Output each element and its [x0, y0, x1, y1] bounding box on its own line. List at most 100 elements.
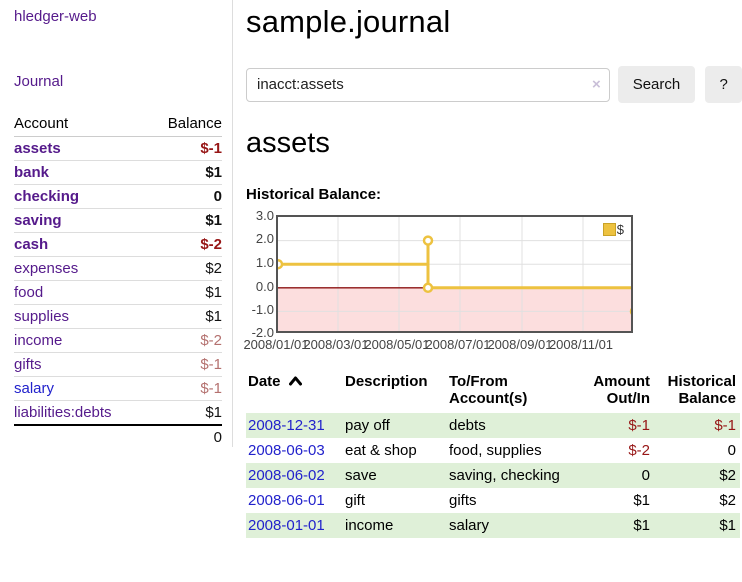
register-table: Date Description To/From Account(s) Amou…	[246, 371, 740, 538]
balance-header-line1: Historical	[667, 373, 736, 390]
account-balance: $2	[147, 256, 222, 281]
account-row: salary $-1	[14, 376, 222, 401]
balance-series-line	[278, 239, 631, 290]
transaction-date-link[interactable]: 2008-01-01	[248, 517, 325, 534]
account-heading: assets	[246, 127, 330, 159]
account-link-supplies[interactable]: supplies	[14, 308, 70, 325]
transaction-accounts: saving, checking	[449, 467, 560, 484]
account-balance: $1	[147, 208, 222, 233]
page-title: sample.journal	[246, 4, 451, 39]
search-input[interactable]	[246, 67, 610, 102]
account-link-expenses[interactable]: expenses	[14, 260, 79, 277]
column-header-balance[interactable]: Historical Balance	[654, 371, 740, 413]
transaction-balance: $2	[719, 467, 736, 484]
date-header-label: Date	[248, 373, 281, 390]
data-point[interactable]	[278, 258, 284, 270]
x-tick-label: 2008/11/01	[548, 337, 614, 352]
account-link-bank[interactable]: bank	[14, 164, 50, 181]
account-link-gifts[interactable]: gifts	[14, 356, 42, 373]
account-link-assets[interactable]: assets	[14, 140, 61, 157]
help-button[interactable]: ?	[705, 66, 742, 103]
account-row: expenses $2	[14, 256, 222, 281]
account-link-salary[interactable]: salary	[14, 380, 55, 397]
x-tick-label: 2008/01/01	[243, 337, 309, 352]
account-balance: $-2	[147, 328, 222, 353]
transaction-balance: $2	[719, 492, 736, 509]
column-header-date[interactable]: Date	[246, 371, 343, 413]
transaction-date-link[interactable]: 2008-06-01	[248, 492, 325, 509]
account-balance: 0	[147, 184, 222, 209]
data-point[interactable]	[629, 307, 633, 315]
clear-search-icon[interactable]: ×	[591, 75, 601, 93]
search-bar: × Search ?	[246, 66, 742, 103]
chart-plot-area: $	[276, 215, 633, 333]
transaction-accounts: food, supplies	[449, 442, 542, 459]
x-tick-label: 2008/05/01	[364, 337, 430, 352]
accounts-header-line1: To/From	[449, 373, 508, 390]
sidebar-item-journal[interactable]: Journal	[14, 73, 64, 90]
transaction-description: pay off	[345, 417, 390, 434]
y-tick-label: 1.0	[255, 255, 274, 270]
account-balance: $1	[147, 160, 222, 185]
search-button[interactable]: Search	[617, 66, 696, 103]
negative-region	[278, 287, 631, 331]
transaction-balance: $-1	[714, 417, 736, 434]
transaction-amount: 0	[641, 467, 650, 484]
transaction-amount: $1	[633, 517, 650, 534]
data-point[interactable]	[422, 235, 434, 246]
accounts-header-account: Account	[14, 112, 148, 137]
column-header-accounts[interactable]: To/From Account(s)	[447, 371, 577, 413]
chart-legend: $	[602, 222, 624, 237]
account-link-checking[interactable]: checking	[14, 188, 80, 205]
account-link-liabilities-debts[interactable]: liabilities:debts	[14, 404, 112, 421]
column-header-description[interactable]: Description	[345, 373, 428, 390]
accounts-total-value: 0	[147, 424, 222, 449]
transaction-description: income	[345, 517, 394, 534]
transaction-amount: $-2	[628, 442, 650, 459]
account-link-cash[interactable]: cash	[14, 236, 49, 253]
column-header-amount[interactable]: Amount Out/In	[577, 371, 654, 413]
transaction-amount: $-1	[628, 417, 650, 434]
account-row: cash $-2	[14, 232, 222, 257]
transaction-row: 2008-06-03 eat & shop food, supplies $-2…	[246, 438, 740, 463]
transaction-date-link[interactable]: 2008-06-03	[248, 442, 325, 459]
transaction-amount: $1	[633, 492, 650, 509]
account-row: income $-2	[14, 328, 222, 353]
account-row: assets $-1	[14, 136, 222, 161]
account-link-saving[interactable]: saving	[14, 212, 62, 229]
transaction-date-link[interactable]: 2008-06-02	[248, 467, 325, 484]
register-header-row: Date Description To/From Account(s) Amou…	[246, 371, 740, 413]
amount-header-line1: Amount	[593, 373, 650, 390]
transaction-accounts: gifts	[449, 492, 477, 509]
transaction-balance: 0	[727, 442, 736, 459]
brand-link[interactable]: hledger-web	[14, 8, 97, 25]
x-tick-label: 2008/07/01	[425, 337, 491, 352]
account-row: food $1	[14, 280, 222, 305]
account-balance: $-1	[147, 352, 222, 377]
legend-label: $	[616, 222, 624, 237]
main-content: sample.journal × Search ? assets Histori…	[243, 0, 742, 582]
x-tick-label: 2008/03/01	[303, 337, 369, 352]
accounts-header-row: Account Balance	[14, 112, 222, 137]
balance-header-line2: Balance	[678, 390, 736, 407]
transaction-accounts: salary	[449, 517, 490, 534]
account-link-food[interactable]: food	[14, 284, 44, 301]
account-link-income[interactable]: income	[14, 332, 63, 349]
chart-title: Historical Balance:	[246, 186, 382, 203]
account-row: bank $1	[14, 160, 222, 185]
transaction-date-link[interactable]: 2008-12-31	[248, 417, 325, 434]
transaction-description: gift	[345, 492, 366, 509]
y-tick-label: 2.0	[255, 231, 274, 246]
y-tick-label: -2.0	[251, 325, 274, 340]
transaction-row: 2008-06-02 save saving, checking 0 $2	[246, 463, 740, 488]
account-row: saving $1	[14, 208, 222, 233]
historical-balance-chart: 3.0 2.0 1.0 0.0 -1.0 -2.0	[243, 208, 666, 355]
data-point[interactable]	[422, 282, 434, 294]
y-tick-label: -1.0	[251, 302, 274, 317]
accounts-header-balance: Balance	[147, 112, 222, 137]
search-input-wrap: ×	[246, 67, 610, 102]
sort-ascending-icon[interactable]	[288, 373, 302, 390]
accounts-table: Account Balance assets $-1 bank $1 check…	[14, 112, 222, 449]
account-balance: $1	[147, 400, 222, 426]
